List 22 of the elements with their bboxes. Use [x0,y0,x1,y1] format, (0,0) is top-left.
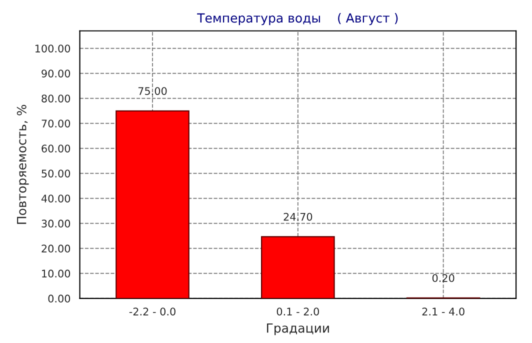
y-tick-label: 70.00 [42,120,70,128]
x-tick-label: -2.2 - 0.0 [129,308,176,316]
y-tick-label: 80.00 [42,94,70,102]
x-axis-title: Градации [267,323,329,336]
data-label: 24.70 [284,212,312,221]
y-axis-title: Повторяемость, % [16,104,29,224]
y-tick-label: 0.00 [48,294,70,303]
y-tick-label: 20.00 [42,244,70,253]
bar [116,110,190,298]
y-tick-label: 10.00 [42,270,70,278]
data-label: 0.20 [432,274,454,282]
y-tick-label: 60.00 [42,144,70,152]
y-tick-label: 30.00 [42,220,70,228]
y-tick-label: 40.00 [41,194,70,202]
y-tick-label: 100.00 [35,44,70,52]
x-tick-label: 2.1 - 4.0 [422,308,464,316]
bar [261,236,335,298]
chart-title: Температура воды ( Август ) [197,13,398,26]
y-tick-label: 50.00 [42,170,70,178]
data-label: 75.00 [138,87,167,95]
y-tick-label: 90.00 [42,70,70,78]
x-tick-label: 0.1 - 2.0 [276,308,319,316]
